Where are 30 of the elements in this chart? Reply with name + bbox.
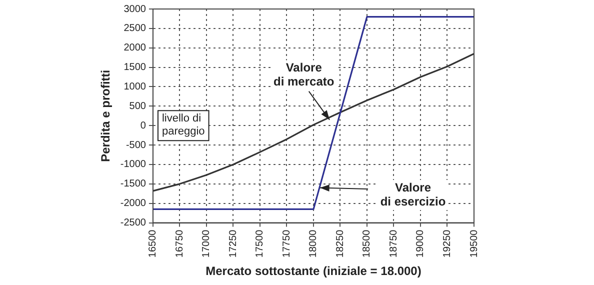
y-tick-label: 1000 (124, 81, 146, 92)
y-tick-label: 0 (140, 120, 146, 132)
x-tick-label: 19000 (415, 229, 426, 258)
x-tick-label: 16500 (148, 229, 159, 258)
y-tick-label: -2000 (120, 198, 146, 210)
x-tick-label: 18000 (308, 229, 320, 258)
x-tick-label: 17000 (201, 229, 212, 258)
y-tick-label: -1500 (120, 178, 146, 190)
x-tick-label: 17500 (254, 229, 266, 258)
x-tick-label: 19500 (468, 229, 480, 258)
y-tick-label: 2500 (124, 23, 146, 34)
x-axis-title: Mercato sottostante (iniziale = 18.000) (206, 264, 422, 278)
x-tick-label: 19250 (442, 229, 453, 258)
y-axis-title: Perdita e profitti (98, 70, 113, 162)
y-tick-label: 500 (129, 100, 146, 112)
annotation: Valore di mercato (274, 60, 334, 89)
x-tick-label: 18250 (334, 229, 346, 258)
x-tick-label: 17250 (228, 229, 239, 258)
y-tick-label: -1000 (120, 159, 146, 170)
x-tick-label: 17750 (281, 229, 292, 258)
x-tick-label: 16750 (174, 229, 186, 258)
annotation: Valore di esercizio (380, 180, 446, 208)
annotation: livello di pareggio (162, 112, 205, 138)
x-tick-label: 18750 (388, 229, 400, 258)
y-tick-label: -500 (126, 140, 146, 151)
y-tick-label: -2500 (120, 218, 146, 229)
x-tick-label: 18500 (362, 229, 373, 258)
y-tick-label: 3000 (124, 4, 146, 15)
y-tick-label: 2000 (124, 42, 146, 54)
y-tick-label: 1500 (124, 62, 146, 74)
